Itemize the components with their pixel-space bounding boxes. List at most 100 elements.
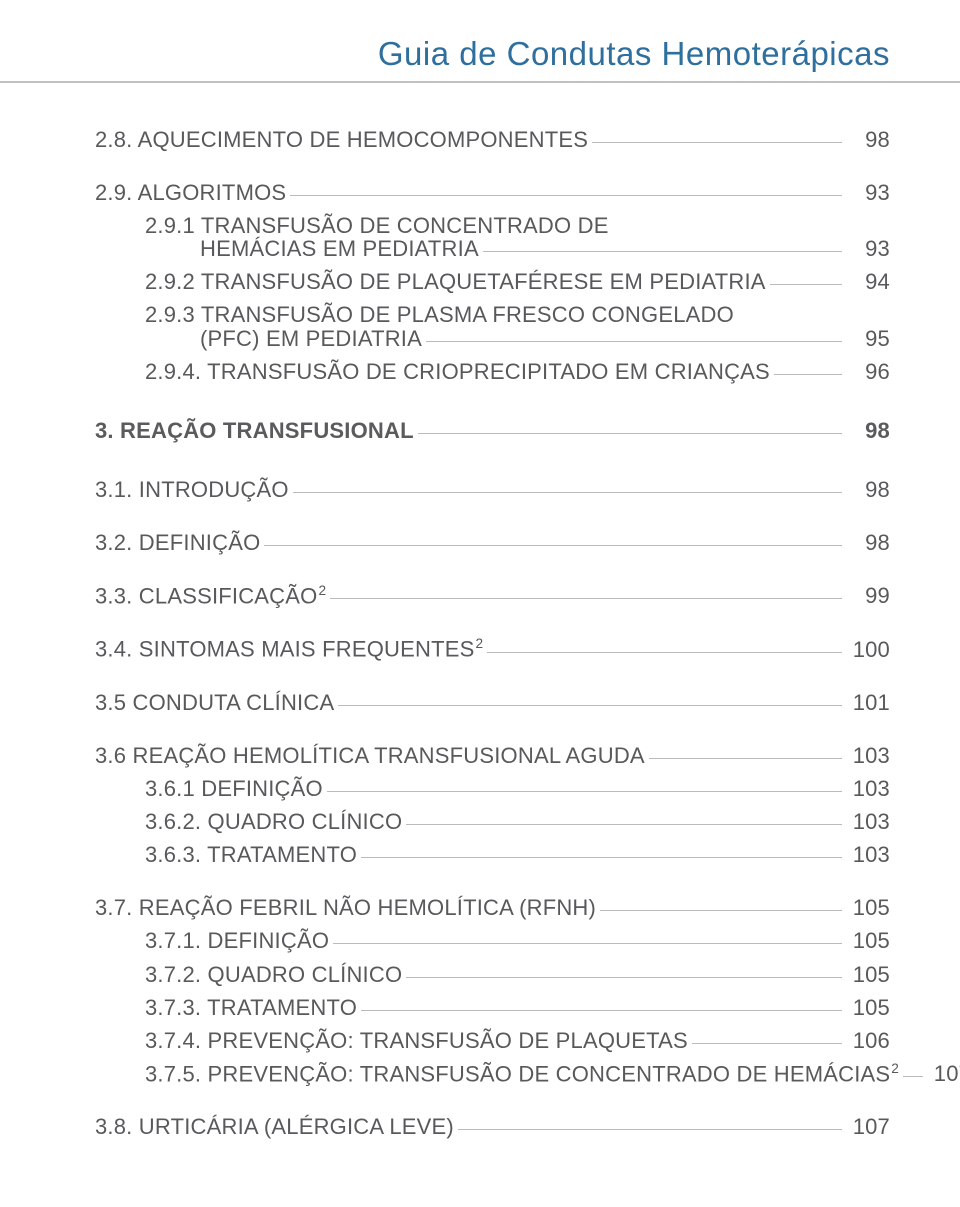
toc-label: 2.9.1 TRANSFUSÃO DE CONCENTRADO DE [145,214,609,237]
toc-page-number: 98 [848,128,890,151]
toc-label: 3.4. SINTOMAS MAIS FREQUENTES2 [95,637,483,660]
toc-page-number: 94 [848,270,890,293]
toc-label: 3.7.3. TRATAMENTO [145,996,357,1019]
toc-row: 3.4. SINTOMAS MAIS FREQUENTES2 100 [95,637,890,660]
toc-label: 2.8. AQUECIMENTO DE HEMOCOMPONENTES [95,128,588,151]
toc-page-number: 105 [848,896,890,919]
toc-leader [330,598,842,599]
toc-row: 3.6 REAÇÃO HEMOLÍTICA TRANSFUSIONAL AGUD… [95,744,890,767]
toc-leader [361,857,842,858]
toc-label: HEMÁCIAS EM PEDIATRIA [200,237,479,260]
toc-row: 3.7.2. QUADRO CLÍNICO 105 [145,963,890,986]
toc-page-number: 95 [848,327,890,350]
toc-leader [649,758,842,759]
toc-page-number: 105 [848,929,890,952]
toc-label: 3.5 CONDUTA CLÍNICA [95,691,334,714]
toc-row: 2.9.1 TRANSFUSÃO DE CONCENTRADO DE [145,214,890,237]
toc-row: 3.7.3. TRATAMENTO 105 [145,996,890,1019]
toc-leader [327,791,842,792]
toc-leader [770,284,842,285]
toc-label: 3.2. DEFINIÇÃO [95,531,260,554]
toc-label: 3.3. CLASSIFICAÇÃO2 [95,584,326,607]
toc-page-number: 96 [848,360,890,383]
toc-label: 3.6 REAÇÃO HEMOLÍTICA TRANSFUSIONAL AGUD… [95,744,645,767]
toc-leader [487,652,842,653]
toc-row: (PFC) EM PEDIATRIA 95 [200,327,890,350]
toc-label: 2.9. ALGORITMOS [95,181,286,204]
toc-page-number: 107 [929,1062,960,1085]
toc-row: 3.2. DEFINIÇÃO 98 [95,531,890,554]
toc-page-number: 105 [848,963,890,986]
toc-row: HEMÁCIAS EM PEDIATRIA 93 [200,237,890,260]
toc-page-number: 103 [848,843,890,866]
toc-label: 3.8. URTICÁRIA (ALÉRGICA LEVE) [95,1115,454,1138]
toc-page-number: 93 [848,237,890,260]
toc-row: 2.9. ALGORITMOS 93 [95,181,890,204]
table-of-contents: 2.8. AQUECIMENTO DE HEMOCOMPONENTES 98 2.9… [95,128,890,1138]
toc-label: 3.6.1 DEFINIÇÃO [145,777,323,800]
page: Guia de Condutas Hemoterápicas 2.8. AQUE… [0,0,960,1178]
toc-leader [406,977,842,978]
toc-page-number: 103 [848,810,890,833]
toc-page-number: 99 [848,584,890,607]
toc-label: 3.1. INTRODUÇÃO [95,478,289,501]
toc-leader [333,943,842,944]
toc-leader [418,433,842,434]
toc-leader [458,1129,842,1130]
toc-label: 2.9.4. TRANSFUSÃO DE CRIOPRECIPITADO EM … [145,360,770,383]
toc-row: 3.6.3. TRATAMENTO 103 [145,843,890,866]
footnote-ref: 2 [475,636,483,651]
toc-page-number: 106 [848,1029,890,1052]
toc-row: 2.9.4. TRANSFUSÃO DE CRIOPRECIPITADO EM … [145,360,890,383]
toc-label: 3.7.1. DEFINIÇÃO [145,929,329,952]
toc-label: (PFC) EM PEDIATRIA [200,327,422,350]
header-title: Guia de Condutas Hemoterápicas [95,35,890,73]
toc-label: 3. REAÇÃO TRANSFUSIONAL [95,419,414,442]
toc-page-number: 93 [848,181,890,204]
toc-row: 2.9.2 TRANSFUSÃO DE PLAQUETAFÉRESE EM PE… [145,270,890,293]
toc-label: 3.7.5. PREVENÇÃO: TRANSFUSÃO DE CONCENTR… [145,1062,899,1085]
toc-page-number: 103 [848,744,890,767]
toc-leader [406,824,842,825]
toc-page-number: 98 [848,419,890,442]
toc-row: 3.1. INTRODUÇÃO 98 [95,478,890,501]
toc-label: 3.6.3. TRATAMENTO [145,843,357,866]
toc-page-number: 100 [848,638,890,661]
toc-row: 3. REAÇÃO TRANSFUSIONAL 98 [95,419,890,442]
toc-leader [293,492,842,493]
toc-page-number: 98 [848,531,890,554]
toc-page-number: 105 [848,996,890,1019]
toc-row: 3.6.2. QUADRO CLÍNICO 103 [145,810,890,833]
toc-row: 3.5 CONDUTA CLÍNICA 101 [95,691,890,714]
toc-leader [338,705,842,706]
toc-label: 3.7. REAÇÃO FEBRIL NÃO HEMOLÍTICA (RFNH) [95,896,596,919]
toc-leader [290,195,842,196]
toc-page-number: 107 [848,1115,890,1138]
toc-leader [903,1076,923,1077]
toc-row: 3.7.5. PREVENÇÃO: TRANSFUSÃO DE CONCENTR… [145,1062,890,1085]
toc-leader [774,374,842,375]
header-rule [0,81,960,83]
toc-label: 2.9.3 TRANSFUSÃO DE PLASMA FRESCO CONGEL… [145,303,734,326]
toc-row: 3.7.1. DEFINIÇÃO 105 [145,929,890,952]
toc-label: 3.7.4. PREVENÇÃO: TRANSFUSÃO DE PLAQUETA… [145,1029,688,1052]
toc-leader [692,1043,842,1044]
toc-leader [483,251,842,252]
toc-row: 3.3. CLASSIFICAÇÃO2 99 [95,584,890,607]
toc-leader [592,142,842,143]
toc-row: 3.7.4. PREVENÇÃO: TRANSFUSÃO DE PLAQUETA… [145,1029,890,1052]
toc-row: 3.8. URTICÁRIA (ALÉRGICA LEVE) 107 [95,1115,890,1138]
toc-leader [600,910,842,911]
toc-label: 3.6.2. QUADRO CLÍNICO [145,810,402,833]
toc-leader [264,545,842,546]
toc-row: 2.8. AQUECIMENTO DE HEMOCOMPONENTES 98 [95,128,890,151]
toc-page-number: 103 [848,777,890,800]
toc-row: 2.9.3 TRANSFUSÃO DE PLASMA FRESCO CONGEL… [145,303,890,326]
toc-page-number: 101 [848,691,890,714]
toc-row: 3.6.1 DEFINIÇÃO 103 [145,777,890,800]
toc-label: 3.7.2. QUADRO CLÍNICO [145,963,402,986]
toc-label: 2.9.2 TRANSFUSÃO DE PLAQUETAFÉRESE EM PE… [145,270,766,293]
toc-page-number: 98 [848,478,890,501]
toc-leader [361,1010,842,1011]
footnote-ref: 2 [318,583,326,598]
